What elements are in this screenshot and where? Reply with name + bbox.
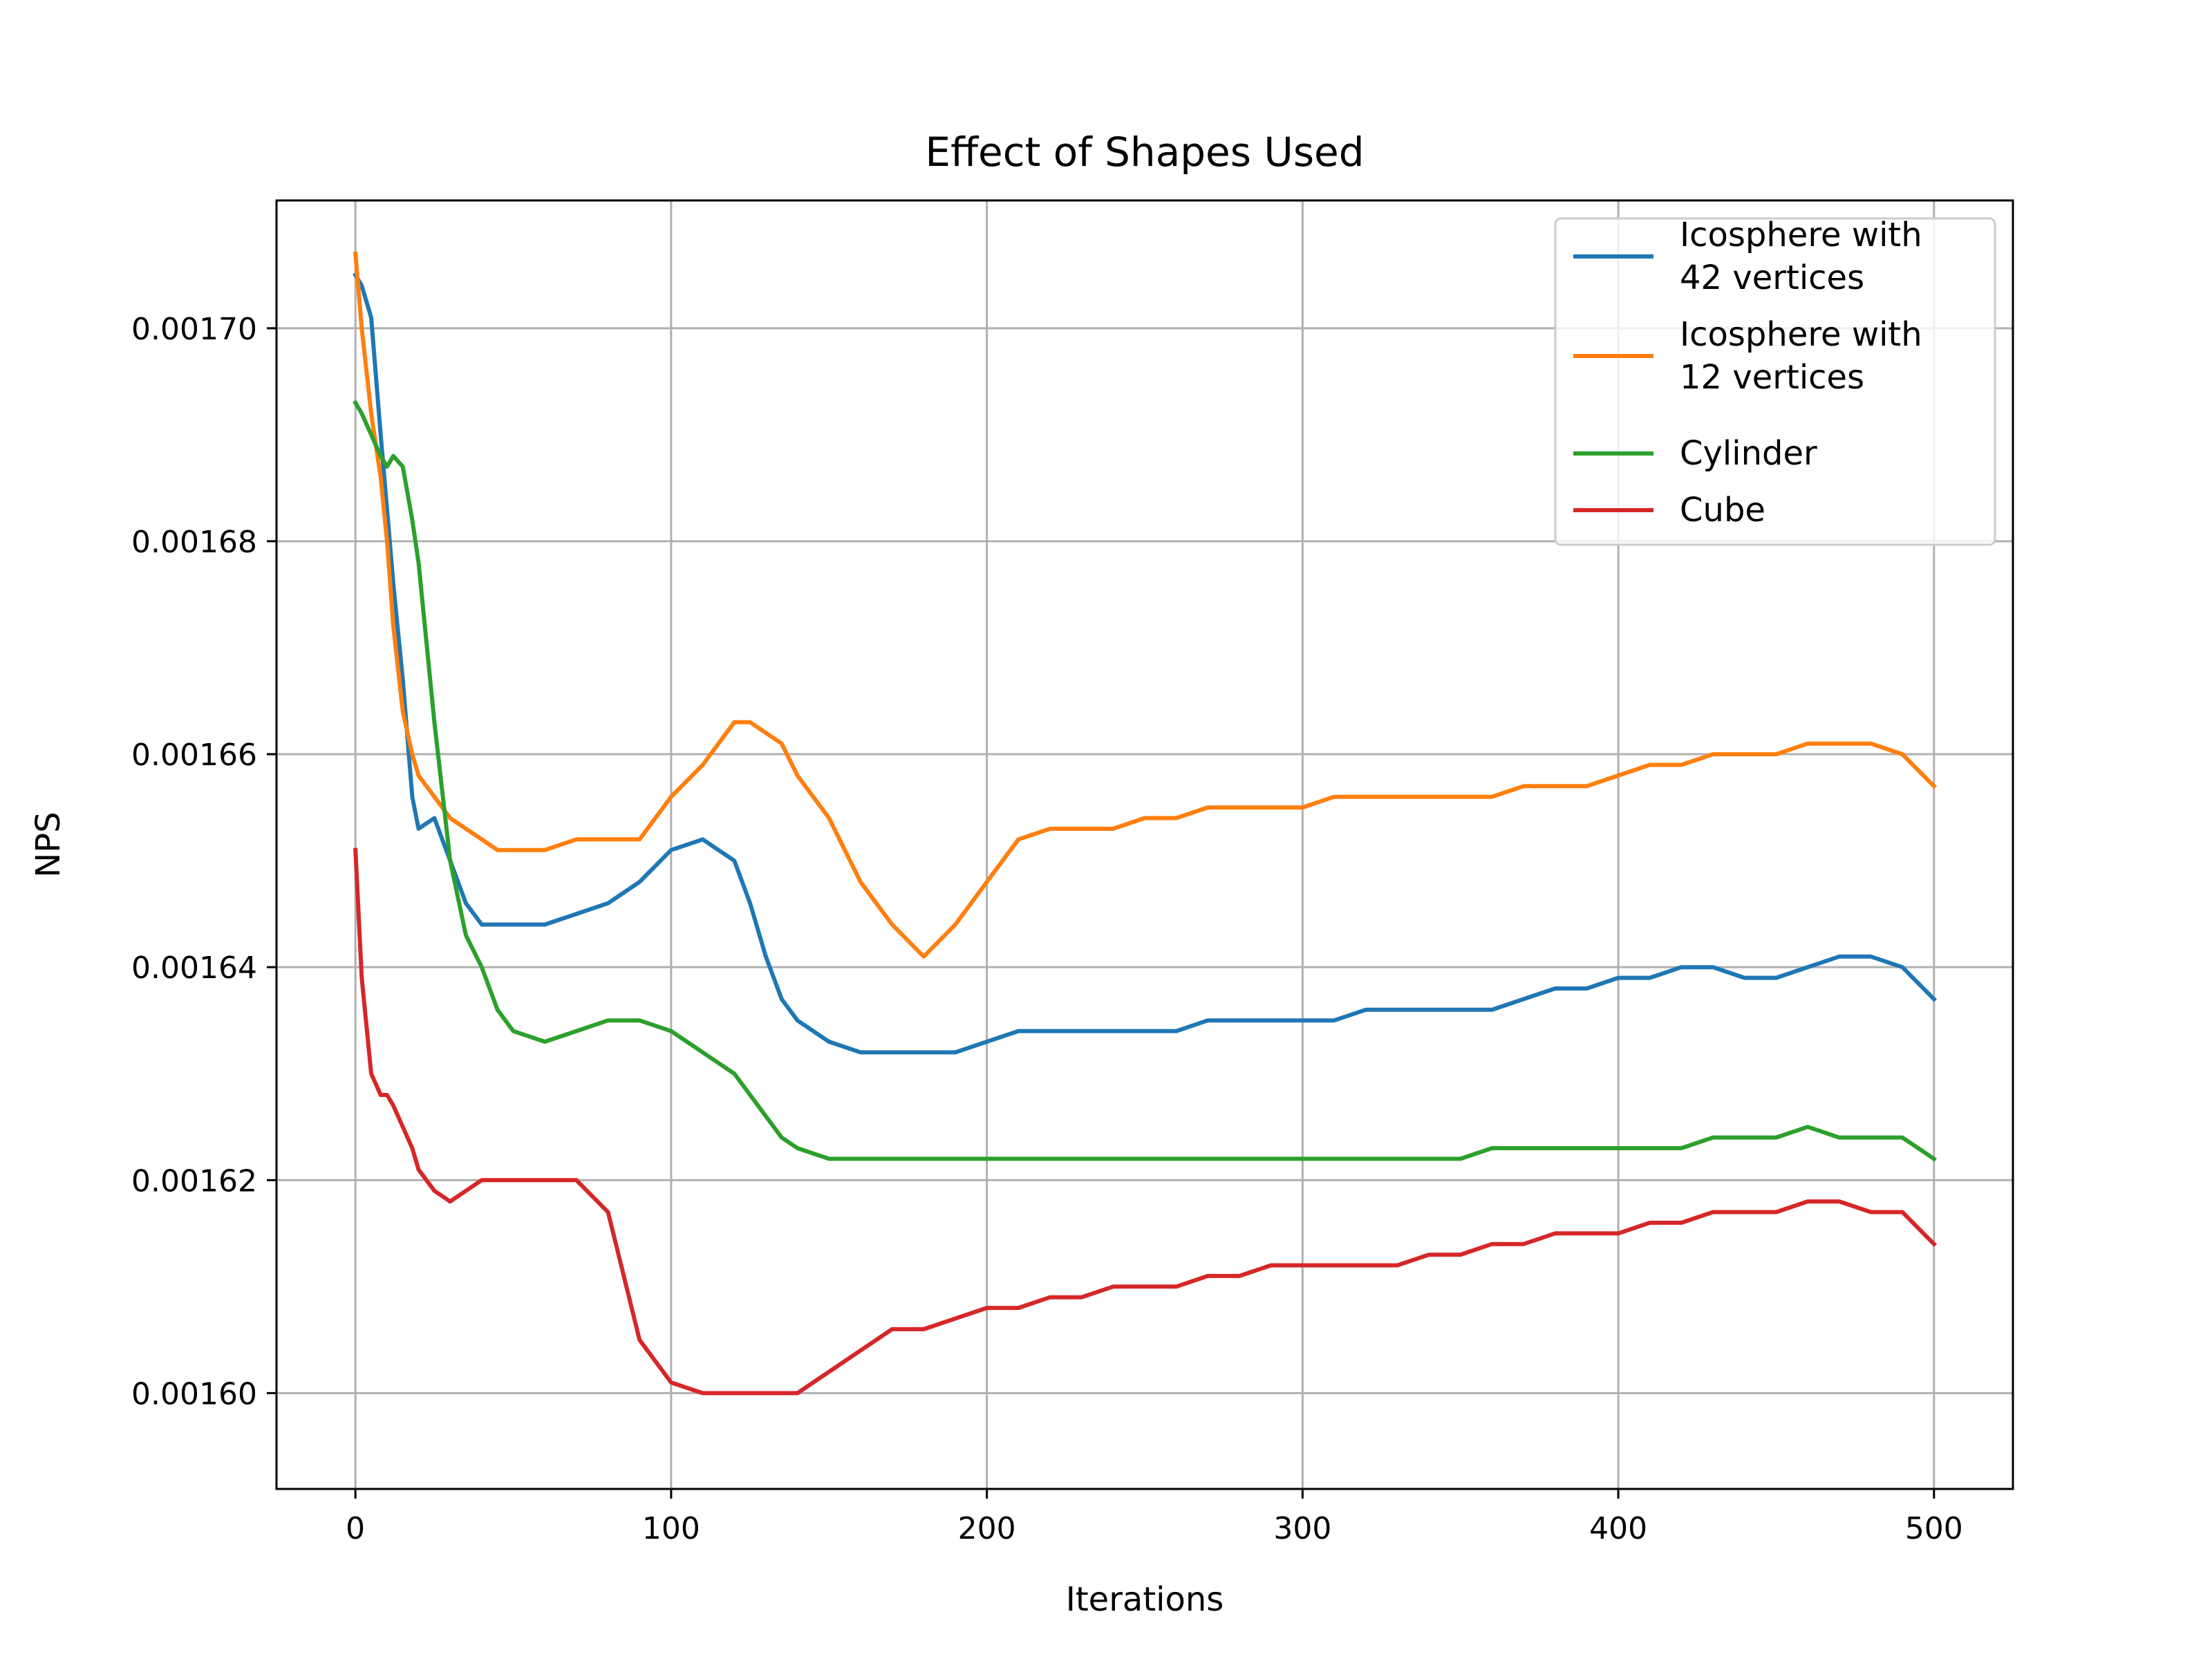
x-axis-label: Iterations (1066, 1580, 1224, 1619)
legend-label-2: Icosphere with 12 vertices (1680, 315, 1922, 397)
x-tick-label: 300 (1273, 1511, 1331, 1546)
x-tick-label: 500 (1905, 1511, 1963, 1546)
y-tick-label: 0.00164 (131, 950, 257, 986)
legend-label-3: Cylinder (1680, 434, 1817, 473)
plot-lines (353, 251, 1938, 1396)
chart-title: Effect of Shapes Used (925, 129, 1364, 176)
y-axis-label: NPS (29, 812, 68, 877)
series-line-3 (353, 400, 1937, 1162)
legend-label-1: Icosphere with 42 vertices (1680, 216, 1922, 297)
legend: Icosphere with 42 vertices Icosphere with 1… (1554, 216, 1996, 546)
axis-ticks: 0 100 200 300 400 500 0.00160 0.00162 0.00164 0.0… (131, 312, 1963, 1546)
series-line-1 (353, 272, 1938, 1055)
series-line-2 (353, 251, 1938, 959)
y-tick-label: 0.00160 (131, 1376, 257, 1412)
y-tick-label: 0.00170 (131, 312, 257, 347)
x-tick-label: 0 (346, 1511, 365, 1546)
x-tick-label: 400 (1589, 1511, 1647, 1546)
series-line-4 (353, 847, 1938, 1396)
x-tick-label: 200 (958, 1511, 1016, 1546)
y-tick-label: 0.00162 (131, 1163, 257, 1199)
legend-label-4: Cube (1680, 491, 1765, 529)
legend-box (1554, 217, 1996, 546)
y-tick-label: 0.00168 (131, 525, 257, 560)
plot-frame (275, 199, 2014, 1490)
y-tick-label: 0.00166 (131, 738, 257, 773)
x-tick-label: 100 (642, 1511, 700, 1546)
